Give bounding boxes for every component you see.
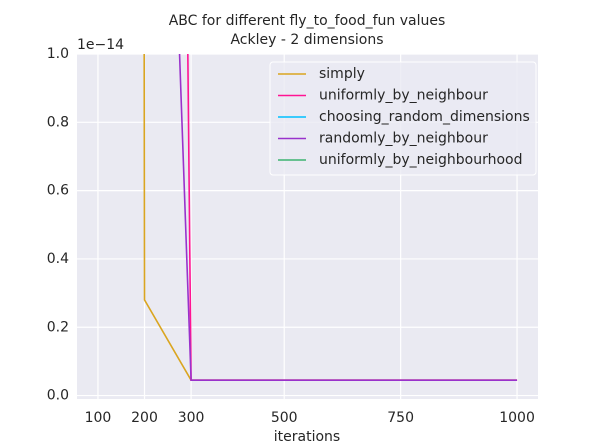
y-tick-label: 1.0 — [47, 46, 69, 62]
chart-subtitle: Ackley - 2 dimensions — [230, 32, 383, 48]
legend-label: randomly_by_neighbour — [319, 131, 488, 147]
chart-title: ABC for different fly_to_food_fun values — [169, 13, 446, 29]
y-tick-label: 0.0 — [47, 388, 69, 404]
x-tick-label: 750 — [387, 410, 414, 426]
series-line — [178, 54, 518, 382]
x-tick-label: 100 — [85, 410, 112, 426]
legend-label: simply — [319, 66, 365, 82]
x-tick-label: 1000 — [499, 410, 535, 426]
y-tick-label: 0.2 — [47, 319, 69, 335]
x-tick-label: 200 — [131, 410, 158, 426]
legend-label: uniformly_by_neighbourhood — [319, 152, 523, 168]
legend-box — [269, 61, 537, 176]
y-tick-label: 0.6 — [47, 183, 69, 199]
legend-label: uniformly_by_neighbour — [319, 88, 488, 104]
y-offset-label: 1e−14 — [77, 37, 124, 53]
legend-label: choosing_random_dimensions — [319, 109, 530, 125]
y-tick-label: 0.4 — [47, 251, 69, 267]
x-axis-label: iterations — [274, 429, 340, 445]
x-tick-label: 500 — [271, 410, 298, 426]
x-tick-label: 300 — [178, 410, 205, 426]
y-tick-label: 0.8 — [47, 114, 69, 130]
